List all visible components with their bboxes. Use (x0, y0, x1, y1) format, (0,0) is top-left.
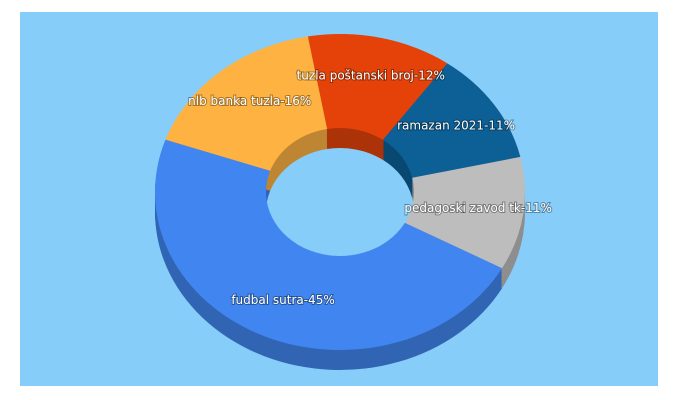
slice (404, 156, 525, 269)
label-layer: tuzla poštanski broj-12% ramazan 2021-11%… (187, 67, 553, 308)
slice (165, 36, 328, 171)
data-label: tuzla poštanski broj-12% (297, 68, 445, 82)
data-label: fudbal sutra-45% (231, 293, 334, 307)
slice (382, 63, 521, 178)
slice (155, 139, 503, 351)
data-label: nlb banka tuzla-16% (188, 94, 311, 108)
data-label: pedagoski zavod tk-11% (404, 201, 551, 215)
top-layer (155, 34, 525, 351)
data-label: ramazan 2021-11% (397, 119, 515, 133)
slice (307, 34, 448, 140)
